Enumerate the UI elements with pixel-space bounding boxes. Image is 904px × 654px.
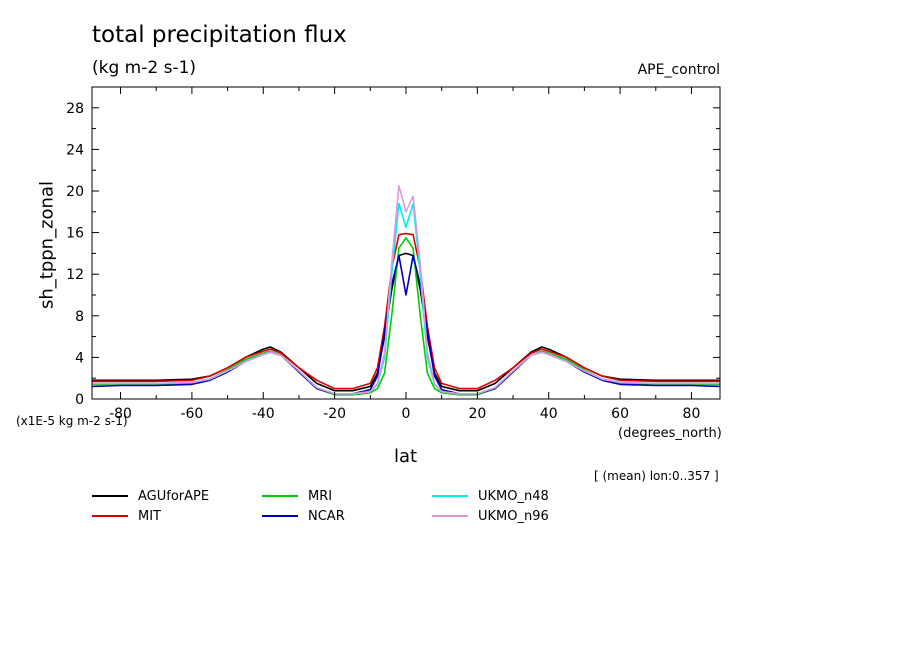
y-tick-label: 4 xyxy=(75,350,84,366)
x-tick-label: 80 xyxy=(683,406,701,422)
y-scale-note: (x1E-5 kg m-2 s-1) xyxy=(16,414,128,428)
legend-swatch xyxy=(432,515,468,517)
series-line-mri xyxy=(92,237,720,396)
y-tick-label: 16 xyxy=(66,226,84,242)
averaging-footnote: [ (mean) lon:0..357 ] xyxy=(594,469,719,483)
legend-label: MRI xyxy=(308,488,333,504)
x-tick-label: 60 xyxy=(611,406,629,422)
plot-frame xyxy=(91,86,721,400)
legend-item: MRI xyxy=(262,488,332,504)
legend-swatch xyxy=(262,495,298,497)
y-tick-label: 0 xyxy=(75,392,84,408)
legend-item: AGUforAPE xyxy=(92,488,209,504)
x-axis-label: lat xyxy=(394,446,418,467)
x-tick-label: -40 xyxy=(252,406,275,422)
y-tick-label: 24 xyxy=(66,142,84,158)
legend-label: UKMO_n48 xyxy=(478,488,549,504)
legend-swatch xyxy=(262,515,298,517)
x-tick-label: -80 xyxy=(109,406,132,422)
chart-title: total precipitation flux xyxy=(92,22,347,48)
y-tick-label: 8 xyxy=(75,309,84,325)
x-tick-label: 40 xyxy=(540,406,558,422)
x-tick-label: 20 xyxy=(468,406,486,422)
y-tick-label: 12 xyxy=(66,267,84,283)
x-axis-units: (degrees_north) xyxy=(618,426,722,441)
series-line-mit xyxy=(92,232,720,390)
legend-swatch xyxy=(92,495,128,497)
y-tick-label: 28 xyxy=(66,101,84,117)
legend-item: NCAR xyxy=(262,508,345,524)
dataset-label: APE_control xyxy=(637,62,720,78)
x-tick-label: -20 xyxy=(323,406,346,422)
x-tick-label: -60 xyxy=(180,406,203,422)
x-tick-label: 0 xyxy=(402,406,411,422)
series-line-ukmo-n48 xyxy=(92,202,720,395)
legend-label: NCAR xyxy=(308,508,345,524)
legend-item: UKMO_n96 xyxy=(432,508,549,524)
series-line-ukmo-n96 xyxy=(92,185,720,395)
legend-swatch xyxy=(432,495,468,497)
series-line-ncar xyxy=(91,254,721,395)
chart-units: (kg m-2 s-1) xyxy=(92,58,197,78)
legend-label: AGUforAPE xyxy=(138,488,210,504)
legend-item: MIT xyxy=(92,508,161,524)
series-line-aguforape xyxy=(92,252,720,392)
legend-label: UKMO_n96 xyxy=(478,508,549,524)
legend-label: MIT xyxy=(138,508,161,524)
legend-item: UKMO_n48 xyxy=(432,488,549,504)
y-tick-label: 20 xyxy=(66,184,84,200)
legend-swatch xyxy=(92,515,128,517)
